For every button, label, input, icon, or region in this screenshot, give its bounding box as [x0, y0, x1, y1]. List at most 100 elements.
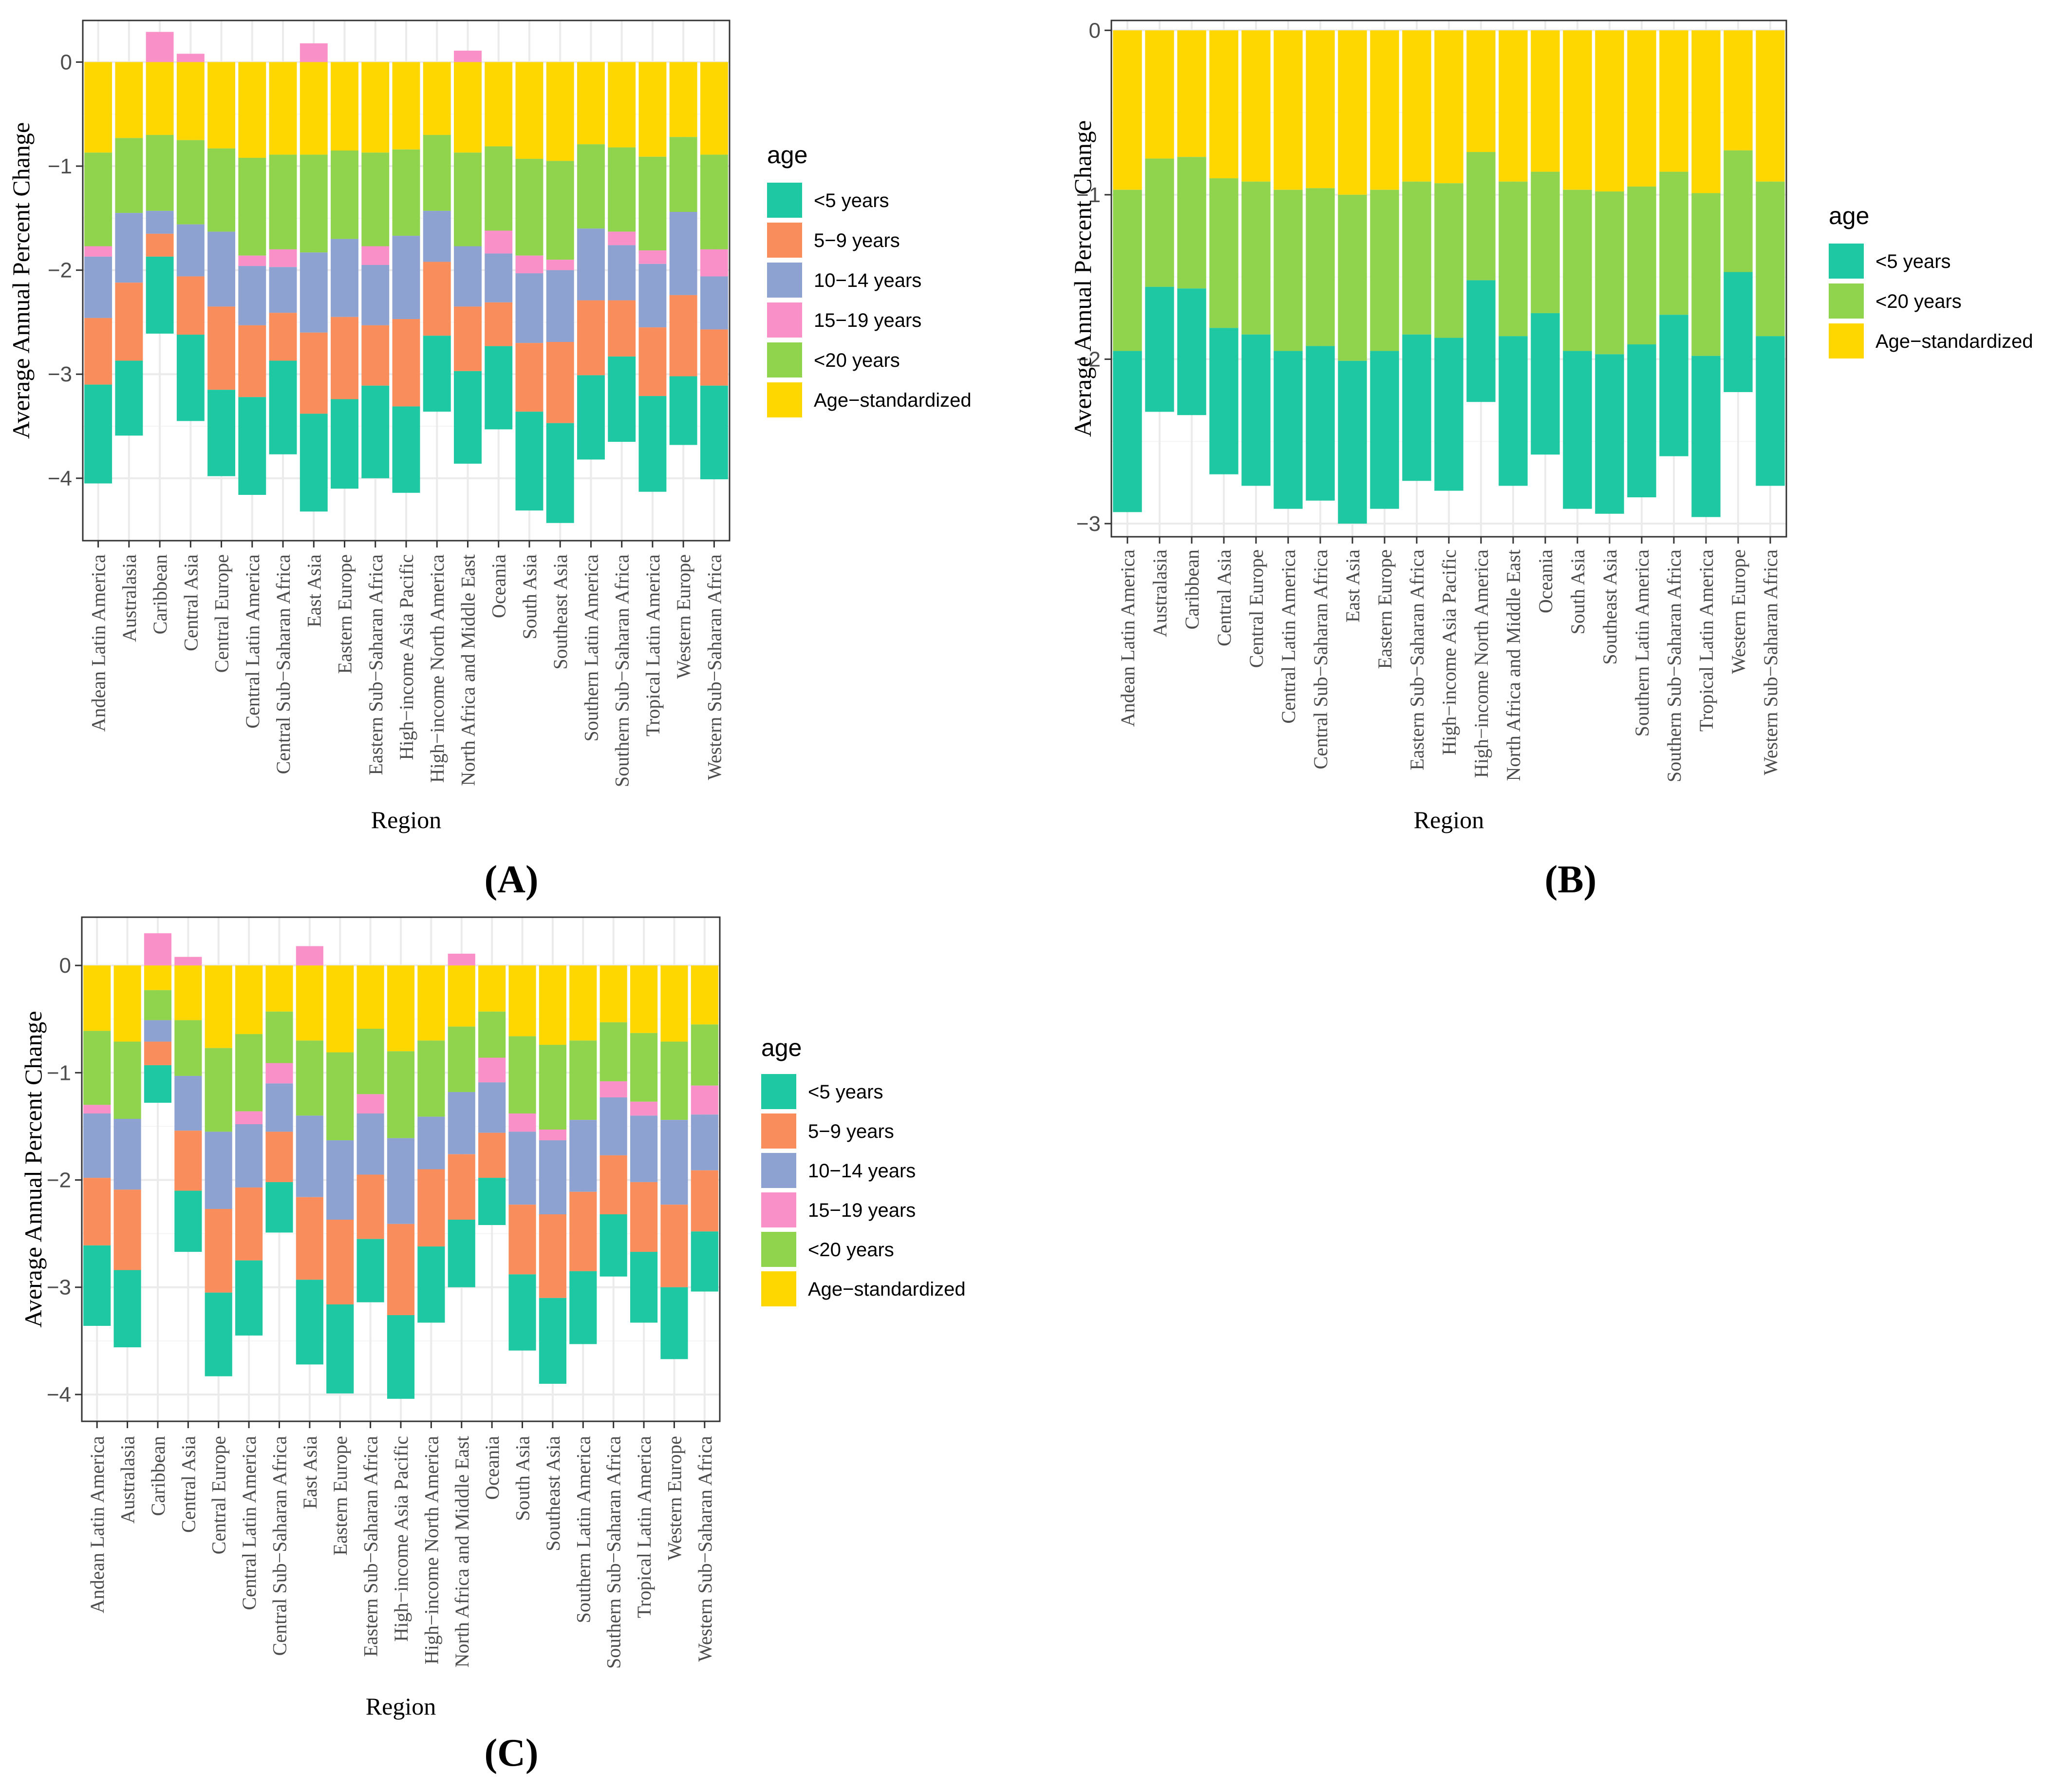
bar-age-standardized-southeast-asia: [1595, 30, 1624, 192]
legend-label: Age−standardized: [808, 1279, 966, 1300]
bar-20-years-oceania: [1531, 171, 1560, 313]
bar-age-standardized-north-africa-and-middle-east: [1499, 30, 1528, 182]
legend-swatch-20-years: [761, 1232, 796, 1267]
bar-20-years-eastern-europe: [326, 1052, 354, 1141]
bar-5-9-years-central-europe: [207, 306, 236, 390]
x-tick-label: Southeast Asia: [549, 554, 571, 670]
x-tick-label: Australasia: [1149, 549, 1171, 637]
bar-15-19-years-eastern-sub-saharan-africa: [361, 246, 390, 265]
x-tick-label: Central Sub−Saharan Africa: [1310, 549, 1331, 770]
bar-5-years-caribbean: [1177, 288, 1206, 415]
legend-title: age: [1829, 202, 1869, 229]
y-tick-label: 0: [1089, 19, 1101, 42]
bar-20-years-tropical-latin-america: [638, 156, 667, 251]
x-tick-label: North Africa and Middle East: [457, 554, 479, 786]
bar-15-19-years-andean-latin-america: [84, 246, 112, 257]
bar-5-years-central-latin-america: [238, 397, 266, 495]
bar-5-9-years-north-africa-and-middle-east: [448, 1154, 475, 1220]
bar-5-years-east-asia: [1338, 360, 1367, 524]
bar-15-19-years-tropical-latin-america: [638, 250, 667, 264]
x-tick-label: South Asia: [519, 554, 541, 640]
bar-age-standardized-high-income-asia-pacific: [392, 62, 420, 150]
bar-20-years-eastern-sub-saharan-africa: [361, 152, 390, 246]
bar-20-years-southeast-asia: [1595, 191, 1624, 355]
bar-20-years-central-europe: [1241, 181, 1271, 335]
bar-10-14-years-western-europe: [660, 1120, 688, 1205]
bar-10-14-years-high-income-north-america: [417, 1116, 445, 1170]
bar-5-years-southern-sub-saharan-africa: [608, 356, 636, 442]
bar-5-9-years-eastern-europe: [326, 1220, 354, 1304]
bar-5-9-years-eastern-sub-saharan-africa: [356, 1174, 384, 1239]
bar-5-years-eastern-europe: [331, 399, 358, 489]
bar-5-9-years-caribbean: [144, 1041, 172, 1065]
bar-5-9-years-southern-latin-america: [577, 300, 605, 376]
bar-10-14-years-oceania: [485, 253, 513, 302]
bar-10-14-years-caribbean: [146, 210, 174, 234]
bar-age-standardized-caribbean: [144, 965, 172, 990]
bar-20-years-central-asia: [176, 140, 205, 225]
bar-10-14-years-high-income-north-america: [423, 210, 451, 262]
bar-20-years-caribbean: [146, 134, 174, 211]
bar-10-14-years-east-asia: [296, 1115, 323, 1197]
bar-age-standardized-eastern-sub-saharan-africa: [356, 965, 384, 1029]
bar-20-years-southern-sub-saharan-africa: [600, 1022, 627, 1081]
bar-age-standardized-high-income-asia-pacific: [1434, 30, 1463, 184]
bar-5-years-eastern-sub-saharan-africa: [356, 1239, 384, 1302]
bar-20-years-high-income-north-america: [1466, 152, 1496, 281]
bar-15-19-years-south-asia: [515, 255, 544, 274]
bar-5-9-years-andean-latin-america: [83, 1178, 111, 1245]
bar-10-14-years-andean-latin-america: [84, 256, 112, 318]
bar-15-19-years-central-asia: [174, 957, 202, 966]
bar-age-standardized-eastern-europe: [331, 62, 358, 151]
bar-15-19-years-central-latin-america: [235, 1111, 263, 1125]
bar-age-standardized-north-africa-and-middle-east: [448, 965, 475, 1027]
bar-20-years-eastern-sub-saharan-africa: [356, 1029, 384, 1094]
bar-5-years-central-sub-saharan-africa: [265, 1182, 293, 1233]
bar-20-years-east-asia: [296, 1040, 323, 1116]
bar-10-14-years-north-africa-and-middle-east: [454, 246, 482, 307]
bar-10-14-years-andean-latin-america: [83, 1113, 111, 1178]
bar-5-years-western-sub-saharan-africa: [691, 1231, 718, 1292]
bar-10-14-years-southern-latin-america: [569, 1120, 597, 1192]
bar-20-years-western-sub-saharan-africa: [1756, 181, 1785, 337]
legend-swatch-5-9-years: [761, 1113, 796, 1149]
x-tick-label: Central Sub−Saharan Africa: [272, 554, 294, 774]
legend-swatch-5-years: [767, 183, 802, 218]
x-tick-label: Central Europe: [1245, 549, 1267, 668]
bar-10-14-years-north-africa-and-middle-east: [448, 1092, 475, 1154]
legend-swatch-20-years: [767, 342, 802, 377]
bar-15-19-years-southern-sub-saharan-africa: [600, 1081, 627, 1097]
bar-10-14-years-western-sub-saharan-africa: [700, 276, 728, 330]
bar-age-standardized-western-europe: [660, 965, 688, 1042]
y-tick-label: −4: [47, 1383, 71, 1407]
bar-5-9-years-western-sub-saharan-africa: [700, 329, 728, 386]
legend-label: 5−9 years: [808, 1121, 894, 1142]
bar-age-standardized-southern-sub-saharan-africa: [608, 62, 636, 148]
x-tick-label: Andean Latin America: [1117, 549, 1139, 727]
x-tick-label: Tropical Latin America: [633, 1436, 655, 1618]
x-tick-label: Western Sub−Saharan Africa: [703, 554, 725, 780]
bar-10-14-years-central-asia: [176, 224, 205, 277]
legend-label: Age−standardized: [1875, 331, 2033, 352]
y-tick-label: −3: [47, 1276, 71, 1300]
chart-panel-b: 0 −1 −2 −3 Andean Latin America Australasia Ca…: [1069, 19, 2033, 833]
bar-age-standardized-high-income-asia-pacific: [387, 965, 415, 1052]
bar-5-years-central-latin-america: [1274, 351, 1303, 509]
bar-5-9-years-oceania: [478, 1132, 506, 1178]
bar-10-14-years-southern-latin-america: [577, 228, 605, 301]
legend-label: <5 years: [1875, 251, 1951, 272]
bar-age-standardized-central-europe: [207, 62, 236, 149]
bar-5-years-central-asia: [1209, 328, 1238, 474]
x-tick-label: Eastern Europe: [1374, 549, 1396, 669]
legend-swatch-20-years: [1829, 283, 1864, 319]
bar-20-years-high-income-asia-pacific: [1434, 183, 1463, 338]
bar-10-14-years-central-europe: [205, 1132, 232, 1209]
bar-20-years-east-asia: [1338, 194, 1367, 361]
bar-age-standardized-southern-latin-america: [569, 965, 597, 1041]
x-tick-label: Central Europe: [208, 1436, 230, 1554]
y-tick-label: −1: [1076, 183, 1101, 207]
x-tick-label: Eastern Sub−Saharan Africa: [1406, 549, 1428, 771]
bar-10-14-years-tropical-latin-america: [638, 264, 667, 328]
bar-age-standardized-east-asia: [296, 965, 323, 1041]
bar-age-standardized-central-asia: [174, 965, 202, 1020]
